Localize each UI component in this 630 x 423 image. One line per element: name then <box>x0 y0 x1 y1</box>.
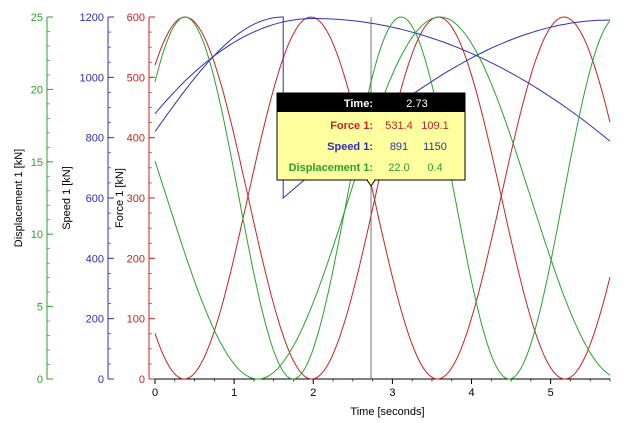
force-tick-label: 300 <box>127 193 145 205</box>
series-line-force <box>154 16 611 380</box>
displacement-tick-label: 20 <box>31 84 43 96</box>
speed-tick-label: 200 <box>86 314 104 326</box>
displacement-axis-title: Displacement 1 [kN] <box>13 149 25 247</box>
force-tick-label: 0 <box>139 374 145 386</box>
x-tick-label: 1 <box>231 387 237 399</box>
tooltip-row-value-1: 22.0 <box>388 162 409 174</box>
tooltip-time-value: 2.73 <box>406 98 427 110</box>
speed-tick-label: 0 <box>98 374 104 386</box>
force-tick-label: 600 <box>127 12 145 24</box>
tooltip-row-value-2: 0.4 <box>427 162 442 174</box>
series-line-force <box>154 16 611 380</box>
force-tick-label: 400 <box>127 133 145 145</box>
x-axis-title: Time [seconds] <box>350 406 424 418</box>
speed-tick-label: 600 <box>86 193 104 205</box>
tooltip-row-value-1: 891 <box>390 141 408 153</box>
displacement-tick-label: 0 <box>37 374 43 386</box>
speed-tick-label: 400 <box>86 253 104 265</box>
x-tick-label: 2 <box>310 387 316 399</box>
force-tick-label: 100 <box>127 314 145 326</box>
x-tick-label: 3 <box>389 387 395 399</box>
displacement-tick-label: 15 <box>31 157 43 169</box>
series-line-displacement <box>154 16 611 380</box>
x-tick-label: 4 <box>468 387 474 399</box>
force-tick-label: 200 <box>127 253 145 265</box>
speed-tick-label: 1200 <box>80 12 104 24</box>
series-line-speed <box>154 18 611 142</box>
axes-layer: 0 1 2 3 4 5 Time [seconds] 0 5 10 15 20 25 Displaceme… <box>13 12 611 418</box>
tooltip-time-label: Time: <box>344 98 373 110</box>
tooltip: Time: 2.73 Force 1: 531.4 109.1 Speed 1: 891 11… <box>276 92 466 187</box>
speed-tick-label: 800 <box>86 133 104 145</box>
tooltip-pointer <box>366 179 376 187</box>
tooltip-row-value-2: 1150 <box>423 141 447 153</box>
speed-tick-label: 1000 <box>80 72 104 84</box>
displacement-tick-label: 10 <box>31 229 43 241</box>
speed-axis-title: Speed 1 [kN] <box>61 166 73 230</box>
tooltip-row-value-2: 109.1 <box>421 120 449 132</box>
tooltip-row-value-1: 531.4 <box>385 120 413 132</box>
tooltip-row-label: Speed 1: <box>327 141 373 153</box>
series-line-displacement <box>154 16 611 380</box>
series-layer <box>154 16 611 380</box>
displacement-tick-label: 25 <box>31 12 43 24</box>
x-tick-label: 5 <box>548 387 554 399</box>
force-axis-title: Force 1 [kN] <box>114 168 126 228</box>
tooltip-header <box>277 93 465 112</box>
tooltip-row-label: Force 1: <box>330 120 373 132</box>
displacement-tick-label: 5 <box>37 302 43 314</box>
force-tick-label: 500 <box>127 72 145 84</box>
tooltip-row-label: Displacement 1: <box>289 162 373 174</box>
x-tick-label: 0 <box>152 387 158 399</box>
